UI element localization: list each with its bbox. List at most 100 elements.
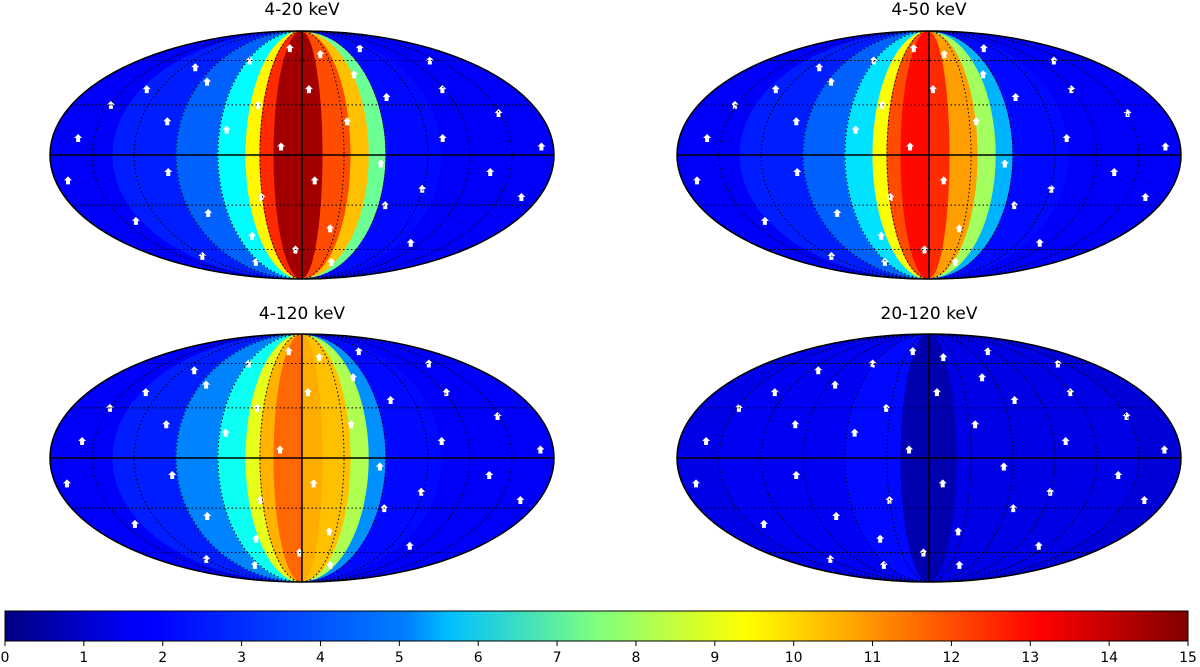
masked-point	[537, 142, 546, 151]
masked-point	[760, 216, 769, 225]
masked-point	[354, 347, 363, 356]
masked-point	[74, 134, 83, 143]
colorbar-tick-label: 11	[864, 650, 882, 666]
colorbar-tick-label: 12	[942, 650, 960, 666]
masked-point	[1034, 541, 1043, 550]
masked-point	[162, 420, 171, 429]
masked-point	[250, 560, 259, 569]
masked-point	[920, 245, 929, 254]
masked-point	[1009, 504, 1018, 513]
masked-point	[190, 366, 199, 375]
masked-point	[191, 63, 200, 72]
masked-point	[405, 541, 414, 550]
masked-point	[78, 437, 87, 446]
map-outline	[49, 30, 555, 280]
meridian-gridline	[91, 333, 303, 583]
masked-point	[868, 359, 877, 368]
masked-point	[438, 85, 447, 94]
masked-point	[955, 560, 964, 569]
masked-point	[909, 44, 918, 53]
masked-point	[1010, 201, 1019, 210]
masked-point	[203, 77, 212, 86]
masked-point	[771, 85, 780, 94]
masked-point	[304, 85, 313, 94]
masked-point	[376, 159, 385, 168]
colorbar-tick-label: 6	[474, 650, 483, 666]
masked-point	[131, 216, 140, 225]
masked-point	[1160, 445, 1169, 454]
masked-point	[815, 63, 824, 72]
masked-point	[130, 519, 139, 528]
panel-4-20-kev: 4-20 keV	[49, 0, 555, 280]
colorbar-tick-label: 5	[395, 650, 404, 666]
masked-point	[536, 445, 545, 454]
colorbar-tick-label: 3	[237, 650, 246, 666]
masked-point	[203, 512, 212, 521]
masked-point	[252, 534, 261, 543]
meridian-gridline	[301, 30, 513, 280]
masked-point	[932, 388, 941, 397]
masked-point	[971, 420, 980, 429]
masked-point	[954, 527, 963, 536]
masked-point	[939, 353, 948, 362]
masked-point	[326, 560, 335, 569]
masked-point	[486, 167, 495, 176]
masked-point	[882, 403, 891, 412]
masked-point	[198, 251, 207, 260]
panel-title: 20-120 keV	[881, 304, 978, 324]
panel-4-120-kev: 4-120 keV	[49, 304, 555, 583]
colorbar-gradient	[4, 610, 1189, 642]
meridian-gridline	[301, 333, 513, 583]
colorbar-tick-label: 2	[158, 650, 167, 666]
masked-point	[327, 257, 336, 266]
masked-point	[972, 117, 981, 126]
masked-point	[142, 85, 151, 94]
masked-point	[316, 50, 325, 59]
meridian-gridline	[718, 333, 930, 583]
panel-4-50-kev: 4-50 keV	[676, 0, 1182, 280]
colorbar-tick-label: 9	[710, 650, 719, 666]
masked-point	[999, 462, 1008, 471]
masked-point	[905, 445, 914, 454]
masked-point	[310, 176, 319, 185]
masked-point	[1011, 92, 1020, 101]
masked-point	[827, 77, 836, 86]
colorbar-tick-label: 4	[316, 650, 325, 666]
masked-point	[979, 70, 988, 79]
masked-point	[277, 142, 286, 151]
masked-point	[168, 470, 177, 479]
masked-point	[955, 224, 964, 233]
masked-point	[350, 70, 359, 79]
masked-point	[442, 388, 451, 397]
map-outline	[676, 30, 1182, 280]
masked-point	[770, 388, 779, 397]
masked-point	[349, 373, 358, 382]
masked-point	[1047, 184, 1056, 193]
masked-point	[141, 388, 150, 397]
masked-point	[202, 380, 211, 389]
meridian-gridline	[928, 30, 1140, 280]
masked-point	[833, 209, 842, 218]
masked-point	[106, 100, 115, 109]
colorbar-tick-label: 15	[1179, 650, 1197, 666]
masked-point	[1049, 56, 1058, 65]
masked-point	[386, 395, 395, 404]
map-outline	[49, 333, 555, 583]
panel-title: 4-50 keV	[891, 0, 967, 20]
masked-point	[244, 359, 253, 368]
masked-point	[285, 44, 294, 53]
masked-point	[1161, 142, 1170, 151]
masked-point	[692, 479, 701, 488]
masked-point	[940, 50, 949, 59]
panel-title: 4-20 keV	[264, 0, 340, 20]
masked-point	[703, 134, 712, 143]
masked-point	[437, 437, 446, 446]
masked-point	[315, 353, 324, 362]
masked-point	[64, 176, 73, 185]
masked-point	[878, 100, 887, 109]
colorbar-tick-label: 13	[1021, 650, 1039, 666]
masked-point	[424, 359, 433, 368]
masked-point	[702, 437, 711, 446]
masked-point	[792, 117, 801, 126]
masked-point	[880, 257, 889, 266]
